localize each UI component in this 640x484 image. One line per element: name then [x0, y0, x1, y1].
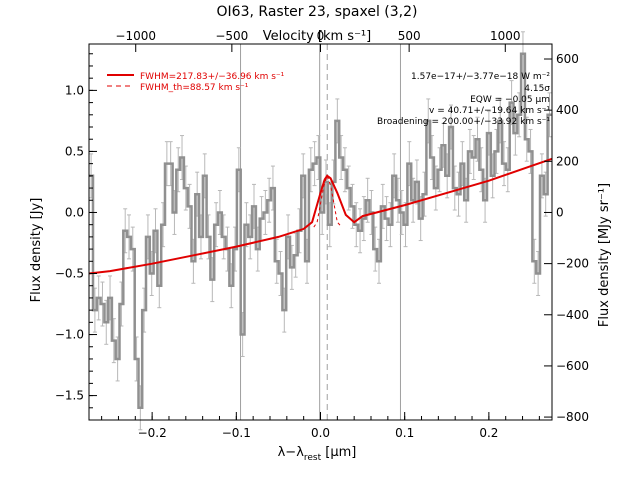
annotation-eqw: EQW = −0.05 μm: [470, 95, 550, 105]
right-tick-label: 600: [556, 52, 579, 66]
top-tick-label: 500: [398, 29, 421, 43]
y-tick-label: 0.0: [65, 205, 84, 219]
x-axis-label-unit: [μm]: [321, 445, 356, 460]
y-tick-label: −1.5: [55, 389, 84, 403]
top-tick-label: −500: [215, 29, 248, 43]
x-axis-label: λ−λrest [μm]: [278, 445, 357, 463]
chart-title: OI63, Raster 23, spaxel (3,2): [217, 4, 418, 20]
y-axis-label: Flux density [Jy]: [29, 198, 44, 303]
right-axis-label: Flux density [MJy sr⁻¹]: [597, 183, 612, 327]
y-tick-label: −1.0: [55, 328, 84, 342]
annotation-velocity: v = 40.71+/−19.64 km s⁻¹: [429, 106, 550, 116]
annotation-broadening: Broadening = 200.00+/−33.92 km s⁻¹: [377, 117, 550, 127]
y-tick-label: 1.0: [65, 83, 84, 97]
right-tick-label: 200: [556, 154, 579, 168]
right-tick-label: −200: [556, 257, 589, 271]
fit-series: [88, 157, 553, 275]
y-tick-label: 0.5: [65, 144, 84, 158]
x-tick-label: 0.0: [311, 426, 330, 440]
top-tick-label: 1000: [490, 29, 521, 43]
legend-label-thermal: FWHM_th=88.57 km s⁻¹: [140, 83, 249, 93]
right-tick-label: −600: [556, 359, 589, 373]
right-tick-label: 0: [556, 205, 564, 219]
axes: −0.2 −0.1 0.0 0.1 0.2 −1000 −500 0 500 1000 −1.5 −1…: [55, 29, 589, 440]
x-tick-label: −0.1: [222, 426, 251, 440]
right-tick-label: −800: [556, 410, 589, 424]
fit-annotations: 1.57e−17+/−3.77e−18 W m⁻² 4.15σ EQW = −0…: [377, 72, 550, 127]
data-step-line: [89, 52, 552, 410]
x-tick-label: 0.2: [479, 426, 498, 440]
reference-lines: [240, 44, 401, 420]
top-tick-label: 0: [317, 29, 325, 43]
x-axis-label-sub: rest: [304, 453, 322, 463]
legend-label-fit: FWHM=217.83+/−36.96 km s⁻¹: [140, 72, 285, 82]
right-tick-label: 400: [556, 103, 579, 117]
legend: FWHM=217.83+/−36.96 km s⁻¹ FWHM_th=88.57…: [107, 72, 285, 93]
annotation-line-flux: 1.57e−17+/−3.77e−18 W m⁻²: [411, 72, 550, 82]
annotation-significance: 4.15σ: [524, 84, 550, 94]
top-axis-label: Velocity [km s⁻¹]: [263, 29, 371, 44]
x-tick-label: −0.2: [138, 426, 167, 440]
right-tick-label: −400: [556, 308, 589, 322]
x-tick-label: 0.1: [395, 426, 414, 440]
y-tick-label: −0.5: [55, 267, 84, 281]
fit-curve: [88, 157, 553, 275]
x-axis-label-main: λ−λ: [278, 445, 305, 460]
top-tick-label: −1000: [115, 29, 156, 43]
thermal-fit-curve: [313, 174, 342, 228]
